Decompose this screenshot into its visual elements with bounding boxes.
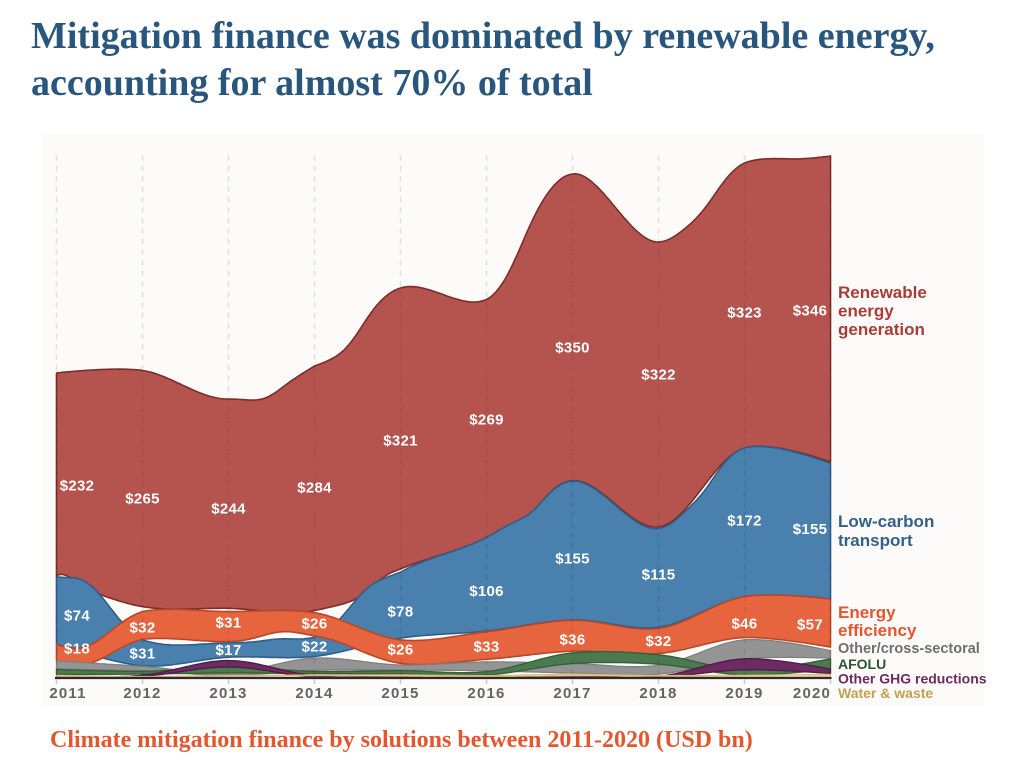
svg-text:$33: $33 bbox=[474, 638, 500, 655]
svg-text:2017: 2017 bbox=[553, 685, 591, 702]
svg-text:$57: $57 bbox=[797, 616, 823, 633]
svg-text:$323: $323 bbox=[727, 304, 762, 321]
svg-text:$346: $346 bbox=[793, 302, 828, 319]
svg-text:$322: $322 bbox=[641, 366, 676, 383]
svg-text:$26: $26 bbox=[388, 641, 414, 658]
svg-text:$74: $74 bbox=[64, 607, 90, 624]
svg-text:$32: $32 bbox=[646, 633, 672, 650]
svg-text:$284: $284 bbox=[297, 479, 332, 496]
svg-text:AFOLU: AFOLU bbox=[838, 656, 886, 672]
svg-text:$32: $32 bbox=[130, 619, 156, 636]
svg-text:transport: transport bbox=[838, 531, 913, 550]
svg-text:$18: $18 bbox=[64, 640, 90, 657]
svg-text:$321: $321 bbox=[383, 432, 418, 449]
svg-text:$36: $36 bbox=[560, 631, 586, 648]
svg-text:2013: 2013 bbox=[209, 685, 247, 702]
svg-text:2014: 2014 bbox=[295, 685, 333, 702]
svg-text:$155: $155 bbox=[793, 521, 828, 538]
svg-text:2018: 2018 bbox=[639, 685, 677, 702]
svg-text:$31: $31 bbox=[130, 645, 156, 662]
svg-text:efficiency: efficiency bbox=[838, 621, 917, 640]
svg-text:$269: $269 bbox=[469, 411, 504, 428]
svg-text:$155: $155 bbox=[555, 550, 590, 567]
svg-text:$115: $115 bbox=[642, 566, 676, 583]
svg-text:2016: 2016 bbox=[467, 685, 505, 702]
svg-text:generation: generation bbox=[838, 320, 925, 339]
svg-text:$31: $31 bbox=[216, 614, 242, 631]
svg-text:$106: $106 bbox=[469, 583, 504, 600]
svg-text:Other/cross-sectoral: Other/cross-sectoral bbox=[838, 641, 980, 657]
svg-text:energy: energy bbox=[838, 302, 894, 321]
svg-text:$232: $232 bbox=[60, 477, 95, 494]
svg-text:Water & waste: Water & waste bbox=[838, 685, 933, 701]
svg-text:2011: 2011 bbox=[49, 685, 86, 702]
svg-text:Renewable: Renewable bbox=[838, 283, 927, 302]
svg-text:$17: $17 bbox=[216, 642, 242, 659]
svg-text:Low-carbon: Low-carbon bbox=[838, 512, 934, 531]
svg-text:2015: 2015 bbox=[381, 685, 419, 702]
svg-text:$265: $265 bbox=[125, 490, 160, 507]
svg-text:2020: 2020 bbox=[793, 685, 831, 702]
svg-text:$22: $22 bbox=[302, 638, 328, 655]
svg-text:$46: $46 bbox=[732, 616, 758, 633]
svg-text:$26: $26 bbox=[302, 615, 328, 632]
svg-text:Other GHG reductions: Other GHG reductions bbox=[838, 671, 987, 687]
svg-text:$350: $350 bbox=[555, 339, 590, 356]
svg-text:Energy: Energy bbox=[838, 603, 896, 622]
svg-text:$172: $172 bbox=[727, 512, 762, 529]
svg-text:2012: 2012 bbox=[123, 685, 161, 702]
svg-text:$244: $244 bbox=[211, 500, 246, 517]
svg-text:$78: $78 bbox=[388, 603, 414, 620]
svg-text:2019: 2019 bbox=[725, 685, 763, 702]
